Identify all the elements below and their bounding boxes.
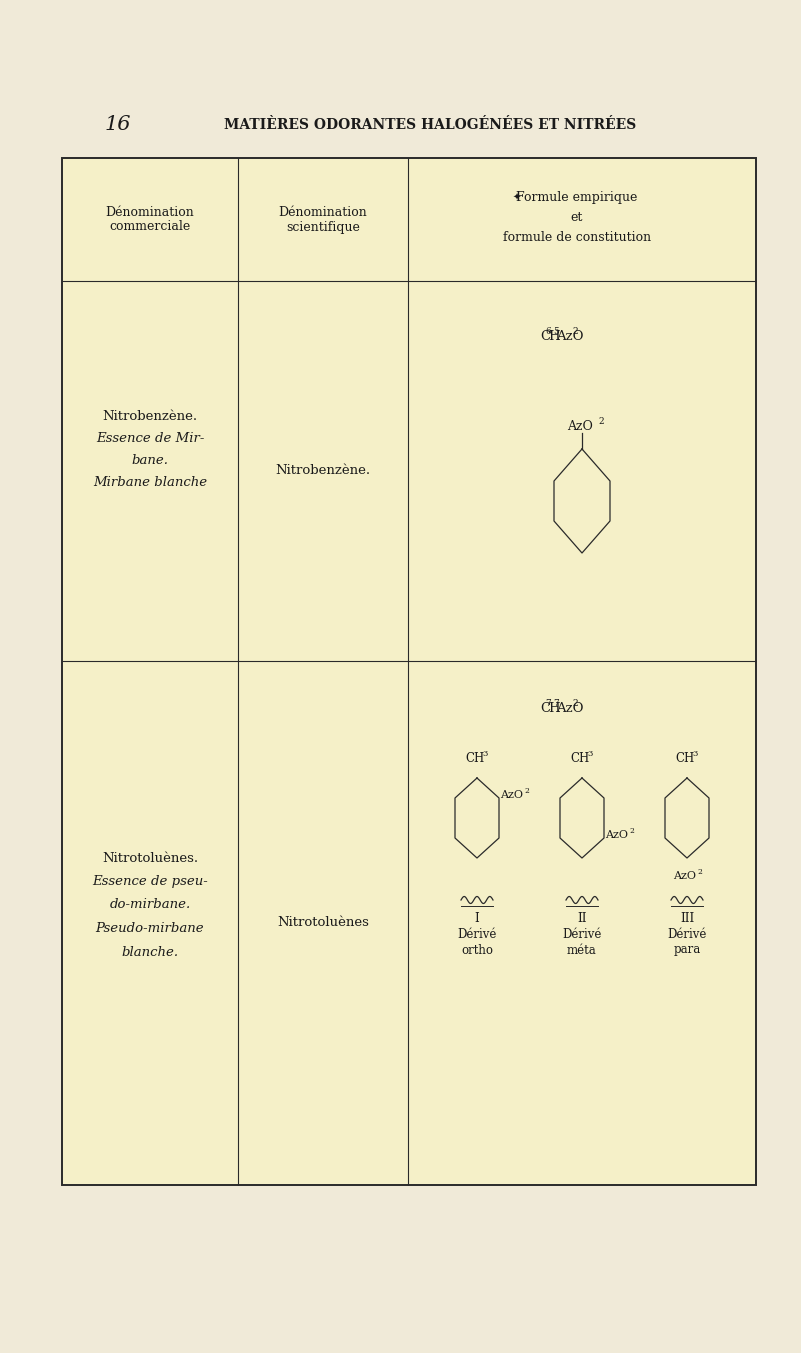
Text: 2: 2 [572,326,578,336]
Text: Dérivé: Dérivé [457,928,497,940]
Text: ✦: ✦ [513,192,521,203]
Text: 2: 2 [524,787,529,796]
Text: Formule empirique: Formule empirique [517,191,638,204]
Text: blanche.: blanche. [122,947,179,959]
Text: 3: 3 [482,750,487,758]
Text: Dénomination
scientifique: Dénomination scientifique [279,206,368,234]
Text: Essence de Mir-: Essence de Mir- [96,433,204,445]
Bar [62,158,756,1185]
Text: III: III [680,912,694,924]
Text: CH: CH [675,751,694,764]
Text: Nitrotoluènes: Nitrotoluènes [277,916,369,930]
Text: méta: méta [567,943,597,957]
Text: 6: 6 [545,326,551,336]
Text: Pseudo-mirbane: Pseudo-mirbane [95,923,204,935]
Text: Dérivé: Dérivé [562,928,602,940]
Text: ortho: ortho [461,943,493,957]
Text: C: C [540,701,550,714]
Text: 7: 7 [553,698,559,708]
Text: 2: 2 [572,698,578,708]
Text: Nitrobenzène.: Nitrobenzène. [276,464,371,478]
Text: 2: 2 [697,869,702,875]
Text: do-mirbane.: do-mirbane. [110,898,191,912]
Text: 3: 3 [692,750,698,758]
Text: 2: 2 [598,418,604,426]
Text: II: II [578,912,587,924]
Text: CH: CH [570,751,590,764]
Text: AzO: AzO [673,871,696,881]
Text: 16: 16 [105,115,131,134]
Text: CH: CH [465,751,485,764]
Text: et: et [571,211,583,225]
Text: para: para [674,943,701,957]
Text: 5: 5 [553,326,559,336]
Text: AzO: AzO [557,701,584,714]
Text: AzO: AzO [567,419,593,433]
Text: AzO: AzO [557,330,584,342]
Text: 3: 3 [587,750,593,758]
Text: C: C [540,330,550,342]
Text: MATIÈRES ODORANTES HALOGÉNÉES ET NITRÉES: MATIÈRES ODORANTES HALOGÉNÉES ET NITRÉES [223,118,636,133]
Text: Nitrobenzène.: Nitrobenzène. [103,410,198,422]
Text: H: H [548,330,560,342]
Text: Essence de pseu-: Essence de pseu- [92,874,208,888]
Text: Nitrotoluènes.: Nitrotoluènes. [102,851,198,865]
Text: I: I [475,912,479,924]
Text: 2: 2 [629,827,634,835]
Text: formule de constitution: formule de constitution [503,231,651,244]
Text: AzO: AzO [500,790,523,800]
Text: Dénomination
commerciale: Dénomination commerciale [106,206,195,234]
Text: AzO: AzO [605,829,628,840]
Text: 7: 7 [545,698,551,708]
Text: bane.: bane. [131,455,168,468]
Text: Dérivé: Dérivé [667,928,706,940]
Text: Mirbane blanche: Mirbane blanche [93,476,207,490]
Text: H: H [548,701,560,714]
